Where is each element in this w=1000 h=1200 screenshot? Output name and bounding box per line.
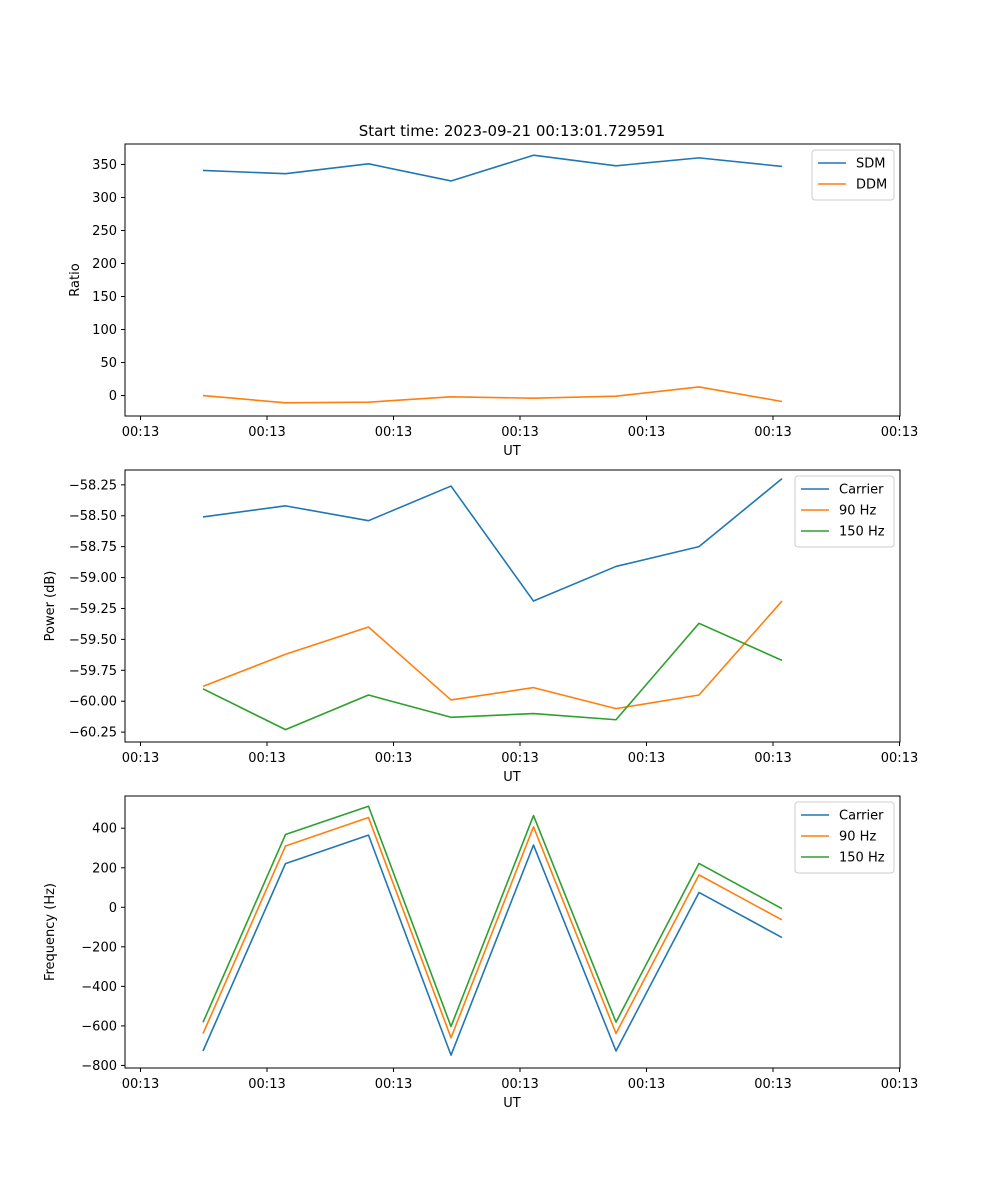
y-tick-label: 400 (92, 822, 117, 837)
y-tick-label: 50 (100, 356, 117, 371)
x-tick-label: 00:13 (628, 425, 665, 440)
x-tick-label: 00:13 (248, 751, 285, 766)
y-tick-label: −60.25 (69, 726, 117, 741)
y-tick-label: −59.00 (69, 571, 117, 586)
y-tick-label: −58.75 (69, 540, 117, 555)
legend-label: Carrier (839, 809, 884, 824)
legend: Carrier 90 Hz 150 Hz (794, 801, 895, 874)
series-line-150-hz (202, 805, 783, 1028)
x-tick-label: 00:13 (375, 425, 412, 440)
x-tick-label: 00:13 (122, 425, 159, 440)
x-tick-label: 00:13 (881, 1077, 918, 1092)
series-line-150-hz (202, 622, 783, 731)
x-axis-label: UT (503, 1096, 521, 1111)
axes-frame (124, 143, 901, 417)
x-tick-label: 00:13 (754, 751, 791, 766)
x-tick-label: 00:13 (628, 1077, 665, 1092)
y-tick-label: −58.25 (69, 478, 117, 493)
y-tick-label: 200 (92, 861, 117, 876)
x-tick-label: 00:13 (122, 1077, 159, 1092)
legend-label: SDM (856, 157, 885, 172)
y-tick-label: −59.25 (69, 602, 117, 617)
series-line-ddm (202, 386, 783, 404)
series-line-carrier (202, 478, 783, 602)
legend-box (794, 801, 895, 874)
x-tick-label: 00:13 (501, 425, 538, 440)
x-tick-label: 00:13 (248, 1077, 285, 1092)
axes-frame (124, 469, 901, 743)
legend-label: DDM (856, 178, 887, 193)
y-tick-label: −59.75 (69, 664, 117, 679)
y-tick-label: −400 (81, 980, 117, 995)
y-tick-label: 0 (109, 901, 117, 916)
legend-label: 150 Hz (839, 851, 885, 866)
chart-panel-3: −800 −600 −400 −200 0 200 400 00:13 00:13 00:13 00… (43, 795, 918, 1111)
x-axis-label: UT (503, 770, 521, 785)
y-axis-label: Power (dB) (43, 571, 58, 642)
y-tick-label: −800 (81, 1059, 117, 1074)
y-tick-label: 250 (92, 224, 117, 239)
x-tick-label: 00:13 (375, 751, 412, 766)
x-tick-label: 00:13 (501, 1077, 538, 1092)
series-line-90-hz (202, 816, 783, 1039)
y-axis-label: Ratio (68, 263, 83, 296)
legend-label: 90 Hz (839, 830, 876, 845)
x-tick-label: 00:13 (881, 425, 918, 440)
legend-label: Carrier (839, 483, 884, 498)
y-tick-label: −58.50 (69, 509, 117, 524)
y-tick-label: 200 (92, 257, 117, 272)
y-tick-label: 100 (92, 323, 117, 338)
y-tick-label: 350 (92, 158, 117, 173)
x-axis-label: UT (503, 444, 521, 459)
y-tick-label: −200 (81, 940, 117, 955)
series-line-90-hz (202, 600, 783, 710)
x-tick-label: 00:13 (754, 425, 791, 440)
legend-box (794, 475, 895, 548)
y-axis-label: Frequency (Hz) (43, 883, 58, 981)
legend: SDM DDM (811, 149, 895, 201)
y-tick-label: −60.00 (69, 695, 117, 710)
y-tick-label: 0 (109, 389, 117, 404)
x-tick-label: 00:13 (501, 751, 538, 766)
x-tick-label: 00:13 (375, 1077, 412, 1092)
y-tick-label: 150 (92, 290, 117, 305)
series-line-sdm (202, 154, 783, 182)
legend: Carrier 90 Hz 150 Hz (794, 475, 895, 548)
series-line-carrier (202, 834, 783, 1056)
y-tick-label: 300 (92, 191, 117, 206)
legend-label: 90 Hz (839, 504, 876, 519)
chart-panel-1: 0 50 100 150 200 250 300 350 00:13 00:13 00:13 00:1… (68, 143, 918, 459)
legend-label: 150 Hz (839, 525, 885, 540)
x-tick-label: 00:13 (122, 751, 159, 766)
y-tick-label: −59.50 (69, 633, 117, 648)
x-tick-label: 00:13 (248, 425, 285, 440)
y-tick-label: −600 (81, 1019, 117, 1034)
axes-frame (124, 795, 901, 1069)
figure-title: Start time: 2023-09-21 00:13:01.729591 (359, 122, 665, 140)
x-tick-label: 00:13 (628, 751, 665, 766)
x-tick-label: 00:13 (881, 751, 918, 766)
chart-panel-2: −60.25 −60.00 −59.75 −59.50 −59.25 −59.00 −58.… (43, 469, 918, 785)
x-tick-label: 00:13 (754, 1077, 791, 1092)
